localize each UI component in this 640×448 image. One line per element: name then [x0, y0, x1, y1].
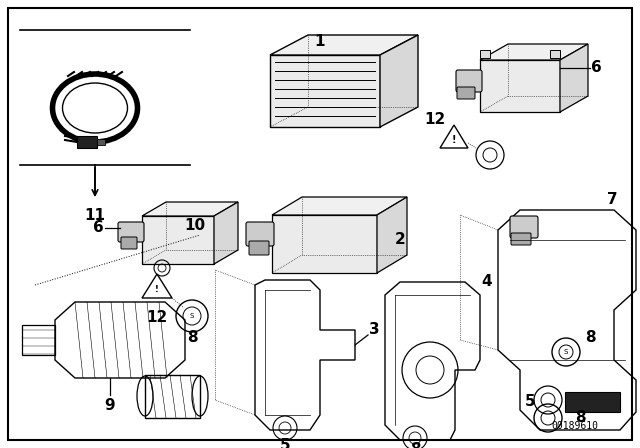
Bar: [77, 136, 97, 148]
Text: 7: 7: [607, 193, 618, 207]
Text: 2: 2: [395, 233, 405, 247]
FancyBboxPatch shape: [249, 241, 269, 255]
Polygon shape: [272, 197, 407, 215]
Text: 3: 3: [369, 323, 380, 337]
Text: 8: 8: [585, 331, 595, 345]
Text: 6: 6: [93, 220, 104, 236]
Text: 5: 5: [524, 395, 535, 409]
Text: S: S: [190, 313, 194, 319]
Text: !: !: [155, 285, 159, 294]
Polygon shape: [142, 216, 214, 264]
Text: 4: 4: [482, 275, 492, 289]
Polygon shape: [377, 197, 407, 273]
FancyBboxPatch shape: [456, 70, 482, 92]
Text: 12: 12: [147, 310, 168, 326]
Polygon shape: [272, 215, 377, 273]
Polygon shape: [214, 202, 238, 264]
Text: 00189610: 00189610: [552, 421, 598, 431]
FancyBboxPatch shape: [121, 237, 137, 249]
Polygon shape: [560, 44, 588, 112]
Polygon shape: [480, 44, 588, 60]
Text: 8: 8: [410, 443, 420, 448]
Text: 8: 8: [187, 331, 197, 345]
Text: 9: 9: [105, 397, 115, 413]
Bar: [97, 139, 105, 145]
FancyBboxPatch shape: [246, 222, 274, 246]
Text: 6: 6: [591, 60, 602, 76]
Text: 1: 1: [315, 34, 325, 49]
FancyBboxPatch shape: [511, 233, 531, 245]
Polygon shape: [480, 60, 560, 112]
Polygon shape: [142, 202, 238, 216]
Text: 5: 5: [280, 438, 291, 448]
Text: 8: 8: [575, 410, 586, 426]
Polygon shape: [380, 35, 418, 127]
Text: 11: 11: [84, 207, 106, 223]
FancyBboxPatch shape: [457, 87, 475, 99]
Text: 12: 12: [424, 112, 445, 128]
Polygon shape: [270, 35, 418, 55]
FancyBboxPatch shape: [510, 216, 538, 238]
Bar: [550, 50, 560, 58]
Polygon shape: [270, 55, 380, 127]
Text: S: S: [564, 349, 568, 355]
FancyBboxPatch shape: [118, 222, 144, 242]
Bar: [480, 50, 490, 58]
Polygon shape: [565, 392, 620, 412]
Text: 10: 10: [184, 217, 205, 233]
Text: !: !: [452, 135, 456, 145]
